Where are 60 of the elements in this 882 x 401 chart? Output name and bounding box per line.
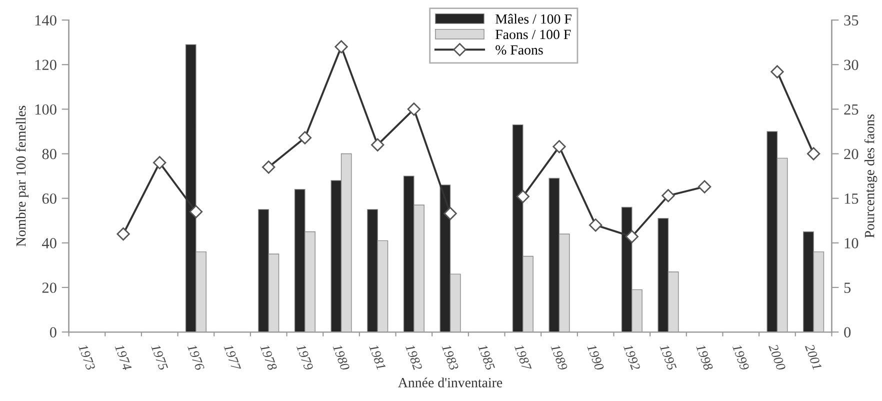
- y2-tick-label: 20: [844, 148, 858, 160]
- y-tick-label: 60: [42, 193, 56, 204]
- y2-tick-label: 5: [844, 282, 851, 293]
- x-tick-label: 1980: [332, 344, 350, 371]
- y-tick-label: 0: [50, 327, 56, 338]
- x-tick-label: 1987: [514, 344, 532, 372]
- x-tick-label: 1998: [696, 344, 714, 371]
- x-axis-title: Année d'inventaire: [398, 378, 502, 388]
- y-tick-label: 80: [42, 148, 56, 160]
- point: [153, 156, 166, 170]
- point: [371, 138, 384, 152]
- point: [770, 65, 784, 78]
- legend-label: Mâles / 100 F: [496, 14, 572, 24]
- x-tick-label: 1989: [550, 344, 568, 371]
- legend-label: Faons / 100 F: [496, 30, 571, 40]
- x-tick-label: 2001: [804, 343, 822, 370]
- legend-label: % Faons: [496, 45, 543, 55]
- y2-axis-title: Pourcentage des faons: [864, 114, 878, 238]
- y2-tick-label: 30: [844, 60, 858, 70]
- x-tick-label: 1990: [587, 344, 604, 371]
- x-tick-label: 1995: [660, 344, 677, 371]
- y2-tick-label: 10: [844, 238, 858, 248]
- x-tick-label: 1977: [224, 344, 242, 372]
- y-axis-title: Nombre par 100 femelles: [16, 106, 29, 246]
- point: [298, 131, 312, 144]
- point: [334, 40, 348, 54]
- y2-tick-label: 35: [844, 15, 858, 26]
- x-tick-label: 2000: [768, 343, 786, 371]
- point: [662, 189, 675, 202]
- x-tick-label: 1976: [187, 344, 205, 372]
- y-tick-label: 20: [42, 282, 56, 293]
- x-tick-label: 1974: [114, 344, 132, 371]
- point: [625, 230, 638, 244]
- y-tick-label: 140: [35, 15, 56, 26]
- point: [189, 205, 203, 218]
- y-tick-label: 120: [35, 60, 56, 70]
- x-tick-label: 1979: [296, 344, 314, 371]
- point: [698, 180, 712, 194]
- y2-tick-label: 15: [844, 194, 858, 204]
- x-tick-label: 1978: [260, 344, 278, 371]
- x-tick-label: 1982: [405, 344, 422, 371]
- y-tick-label: 40: [42, 238, 56, 248]
- x-tick-label: 1975: [151, 344, 168, 371]
- y2-tick-label: 0: [844, 327, 851, 338]
- x-tick-label: 1983: [442, 344, 459, 371]
- point: [588, 218, 602, 232]
- point: [116, 227, 130, 241]
- point: [806, 147, 820, 160]
- x-tick-label: 1973: [78, 344, 96, 371]
- x-tick-label: 1992: [623, 344, 640, 371]
- point: [407, 102, 421, 116]
- x-tick-label: 1985: [478, 344, 496, 371]
- y-tick-label: 100: [35, 104, 56, 115]
- point: [552, 140, 566, 154]
- point: [516, 190, 530, 204]
- point: [444, 206, 457, 220]
- y2-tick-label: 25: [844, 104, 858, 115]
- x-tick-label: 1999: [732, 344, 750, 371]
- x-tick-label: 1981: [369, 344, 386, 370]
- point: [262, 160, 276, 174]
